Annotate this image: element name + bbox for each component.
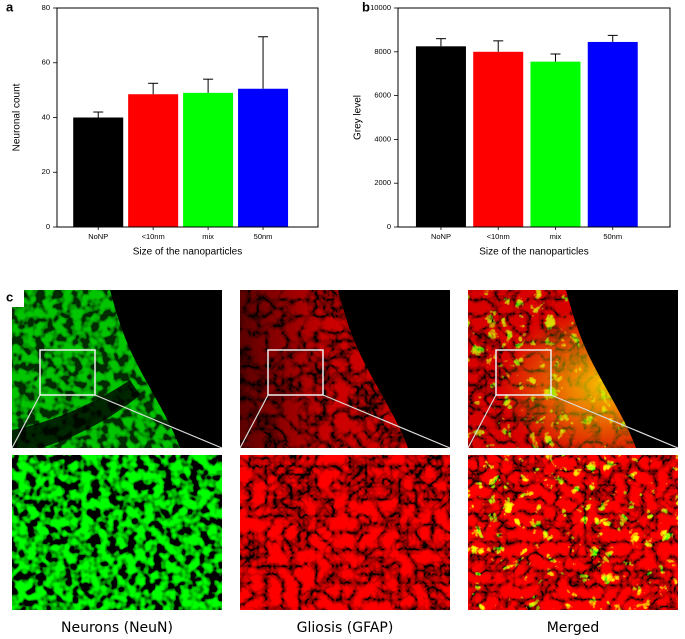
panel-label: a (6, 0, 14, 14)
zoom-box (39, 349, 96, 396)
zoom-line (239, 394, 269, 449)
image-gfap-overview (240, 290, 450, 448)
y-tick-label: 80 (42, 3, 50, 12)
zoom-lines (11, 394, 679, 449)
zoom-line (322, 394, 451, 449)
image-dark (12, 380, 140, 448)
bar (473, 51, 524, 227)
y-axis-label: Neuronal count (12, 83, 23, 151)
bar (183, 92, 234, 227)
image-texture (12, 455, 222, 610)
y-tick-label: 6000 (374, 91, 391, 100)
x-tick-label: NoNP (431, 232, 451, 241)
image-cleft (110, 290, 222, 448)
zoom-box (267, 349, 324, 396)
bar (587, 41, 638, 227)
x-tick-label: 50nm (254, 232, 273, 241)
y-tick-label: 2000 (374, 178, 391, 187)
image-texture (240, 455, 450, 610)
y-tick-label: 4000 (374, 134, 391, 143)
bar (238, 88, 289, 227)
image-merged-overview (468, 290, 678, 448)
image-merged-zoom (468, 455, 678, 610)
image-shade (240, 290, 330, 448)
x-tick-label: <10nm (142, 232, 165, 241)
panel-label-bg (2, 287, 24, 307)
x-tick-label: NoNP (88, 232, 108, 241)
zoom-line (467, 394, 497, 449)
zoom-box (495, 349, 552, 396)
plot-frame (397, 7, 671, 228)
caption: Neurons (NeuN) (61, 620, 173, 636)
y-axis-label: Grey level (353, 95, 364, 140)
y-tick-label: 10000 (370, 3, 391, 12)
x-axis-label: Size of the nanoparticles (133, 247, 243, 258)
bar (73, 117, 124, 227)
plot-frame (56, 7, 319, 228)
image-cleft (338, 290, 450, 448)
bar (530, 61, 581, 227)
image-gfap-zoom (240, 455, 450, 610)
zoom-line (550, 394, 679, 449)
y-tick-label: 60 (42, 58, 50, 67)
y-tick-label: 40 (42, 112, 50, 121)
bar (415, 46, 466, 228)
image-texture (468, 455, 678, 610)
y-tick-label: 8000 (374, 47, 391, 56)
x-tick-label: 50nm (603, 232, 622, 241)
panel-label: b (362, 0, 370, 14)
x-tick-label: mix (550, 232, 562, 241)
bar (128, 94, 179, 227)
y-tick-label: 0 (387, 222, 391, 231)
x-tick-label: <10nm (487, 232, 510, 241)
caption: Gliosis (GFAP) (297, 620, 394, 636)
image-cleft (566, 290, 678, 448)
panel-label: c (6, 289, 13, 304)
x-tick-label: mix (202, 232, 214, 241)
y-tick-label: 20 (42, 167, 50, 176)
zoom-line (94, 394, 223, 449)
image-neun-overview (12, 290, 222, 448)
x-axis-label: Size of the nanoparticles (479, 247, 589, 258)
image-neun-zoom (12, 455, 222, 610)
y-tick-label: 0 (46, 222, 50, 231)
caption: Merged (547, 620, 600, 636)
zoom-line (11, 394, 41, 449)
